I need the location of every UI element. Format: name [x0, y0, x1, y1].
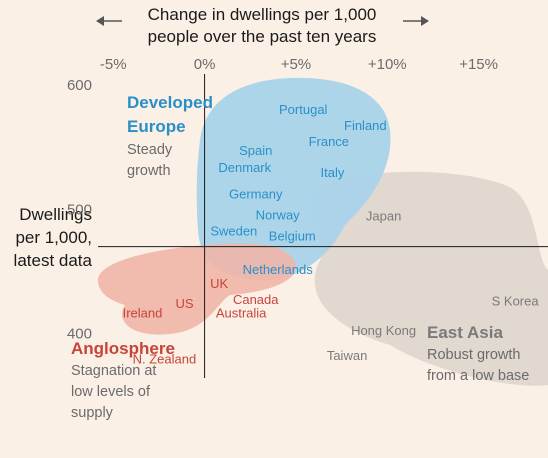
east-asia-annotation: East Asia Robust growth from a low base	[427, 323, 529, 384]
developed-europe-annotation: Developed Europe Steady growth	[127, 93, 213, 179]
x-axis-title-line-2: people over the past ten years	[148, 27, 377, 46]
anglosphere-subtitle-line-2: low levels of	[71, 384, 151, 400]
y-axis-title-line-3: latest data	[14, 251, 93, 270]
developed-europe-area	[196, 77, 391, 281]
point-label-australia: Australia	[216, 306, 267, 321]
anglosphere-subtitle-line-3: supply	[71, 405, 114, 421]
y-axis-title-line-2: per 1,000,	[15, 228, 92, 247]
x-tick-label: +15%	[459, 56, 498, 73]
point-label-canada: Canada	[233, 292, 279, 307]
y-tick-label: 600	[67, 77, 92, 94]
east-asia-area	[309, 171, 548, 386]
point-label-n-zealand: N. Zealand	[133, 352, 197, 367]
point-label-us: US	[175, 296, 193, 311]
point-label-taiwan: Taiwan	[327, 348, 367, 363]
y-tick-label: 500	[67, 201, 92, 218]
developed-europe-subtitle-line-1: Steady	[127, 142, 173, 158]
point-label-italy: Italy	[321, 165, 345, 180]
point-label-hong-kong: Hong Kong	[351, 323, 416, 338]
point-label-s-korea: S Korea	[492, 293, 540, 308]
left-arrow-icon	[96, 16, 104, 26]
x-tick-label: +5%	[281, 56, 311, 73]
developed-europe-title-line-1: Developed	[127, 93, 213, 112]
point-label-france: France	[309, 134, 349, 149]
point-label-ireland: Ireland	[123, 306, 163, 321]
east-asia-subtitle-line-2: from a low base	[427, 368, 529, 384]
point-label-uk: UK	[210, 276, 228, 291]
anglosphere-title: Anglosphere	[71, 339, 175, 358]
x-axis-title-line-1: Change in dwellings per 1,000	[148, 5, 377, 24]
point-label-spain: Spain	[239, 143, 272, 158]
point-label-germany: Germany	[229, 186, 283, 201]
cluster-areas	[98, 77, 548, 386]
y-axis-title: Dwellings per 1,000, latest data	[14, 205, 93, 270]
y-tick-labels: 600 500 400	[67, 77, 92, 343]
right-arrow-icon	[421, 16, 429, 26]
point-label-japan: Japan	[366, 209, 401, 224]
point-label-denmark: Denmark	[218, 160, 271, 175]
point-label-portugal: Portugal	[279, 102, 328, 117]
anglosphere-subtitle-line-1: Stagnation at	[71, 363, 156, 379]
point-label-belgium: Belgium	[269, 229, 316, 244]
x-tick-labels: -5% 0% +5% +10% +15%	[100, 56, 498, 73]
point-label-norway: Norway	[256, 207, 301, 222]
anglosphere-area	[98, 243, 296, 335]
anglosphere-annotation: Anglosphere Stagnation at low levels of …	[71, 339, 175, 421]
east-asia-title: East Asia	[427, 323, 503, 342]
point-label-finland: Finland	[344, 118, 387, 133]
point-label-netherlands: Netherlands	[243, 262, 314, 277]
y-axis-title-line-1: Dwellings	[19, 205, 92, 224]
x-tick-label: -5%	[100, 56, 127, 73]
east-asia-subtitle-line-1: Robust growth	[427, 347, 521, 363]
developed-europe-subtitle-line-2: growth	[127, 163, 171, 179]
developed-europe-title-line-2: Europe	[127, 117, 186, 136]
y-tick-label: 400	[67, 326, 92, 343]
point-label-sweden: Sweden	[210, 224, 257, 239]
x-axis-title: Change in dwellings per 1,000 people ove…	[96, 5, 429, 46]
x-tick-label: 0%	[194, 56, 216, 73]
x-tick-label: +10%	[368, 56, 407, 73]
